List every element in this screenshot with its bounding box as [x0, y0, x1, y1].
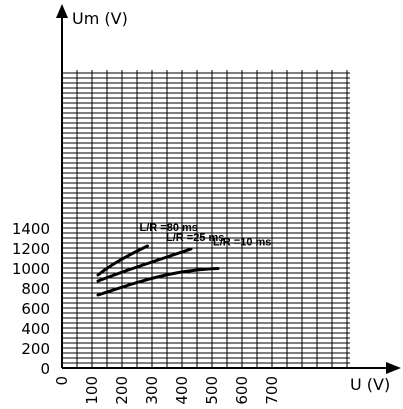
- series: L/R =80 msL/R =25 msL/R =10 ms: [96, 222, 271, 297]
- x-tick-label: 300: [143, 376, 161, 405]
- y-tick-label: 800: [21, 280, 50, 298]
- x-tick-label: 600: [233, 376, 251, 405]
- series-line-3: [96, 267, 220, 297]
- x-tick-label: 100: [83, 376, 101, 405]
- x-tick-label: 700: [263, 376, 281, 405]
- series-line-1: [96, 244, 149, 277]
- y-tick-label: 1000: [12, 260, 50, 278]
- y-tick-label: 400: [21, 320, 50, 338]
- y-tick-label: 600: [21, 300, 50, 318]
- y-axis-title: Um (V): [72, 9, 128, 28]
- y-tick-label: 1400: [12, 220, 50, 238]
- y-axis-arrow: [56, 4, 68, 18]
- series-label-2: L/R =25 ms: [166, 232, 224, 244]
- x-tick-label: 200: [113, 376, 131, 405]
- y-tick-label: 0: [40, 360, 50, 378]
- grid: [62, 70, 350, 368]
- y-tick-label: 200: [21, 340, 50, 358]
- y-tick-label: 1200: [12, 240, 50, 258]
- axes: Um (V) U (V): [56, 4, 401, 394]
- series-label-1: L/R =80 ms: [140, 222, 198, 234]
- series-label-3: L/R =10 ms: [213, 237, 271, 249]
- x-tick-label: 400: [173, 376, 191, 405]
- tick-labels: 0 200 400 600 800 1000 1200 1400 0 100 200 300 400 50…: [12, 220, 281, 405]
- series-line-2: [96, 247, 193, 283]
- x-axis-title: U (V): [350, 375, 390, 394]
- x-tick-label: 0: [53, 376, 71, 386]
- x-tick-label: 500: [203, 376, 221, 405]
- x-axis-arrow: [386, 362, 401, 374]
